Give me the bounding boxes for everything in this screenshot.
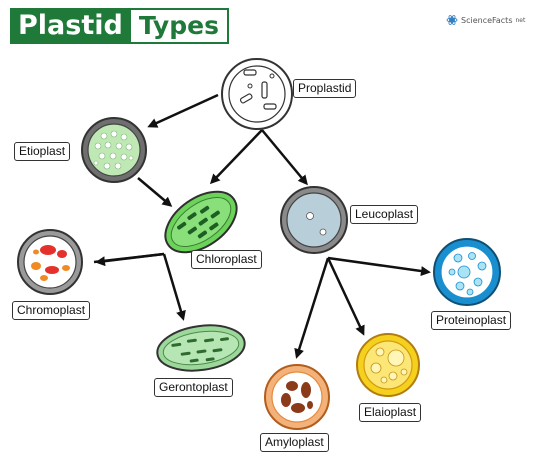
arrow-proplastid-chloroplast bbox=[209, 129, 263, 185]
etioplast-illustration bbox=[81, 117, 147, 183]
label-proteinoplast: Proteinoplast bbox=[431, 311, 512, 330]
arrow-leucoplast-amyloplast bbox=[294, 257, 330, 359]
gerontoplast-illustration bbox=[156, 324, 246, 372]
title-banner: Plastid Types bbox=[10, 8, 229, 44]
amyloplast-illustration bbox=[264, 364, 330, 430]
brand-name: ScienceFacts bbox=[461, 15, 513, 25]
arrow-leucoplast-proteinoplast bbox=[327, 256, 431, 276]
label-elaioplast: Elaioplast bbox=[359, 403, 422, 422]
arrow-proplastid-etioplast bbox=[147, 93, 219, 128]
leucoplast-illustration bbox=[280, 186, 348, 254]
arrows bbox=[93, 93, 431, 359]
label-chloroplast: Chloroplast bbox=[191, 250, 262, 269]
chromoplast-illustration bbox=[17, 229, 83, 295]
label-amyloplast: Amyloplast bbox=[260, 433, 329, 452]
arrow-etioplast-chloroplast bbox=[137, 177, 173, 207]
label-proplastid: Proplastid bbox=[293, 79, 357, 98]
proteinoplast-illustration bbox=[433, 238, 501, 306]
label-gerontoplast: Gerontoplast bbox=[154, 378, 233, 397]
atom-icon bbox=[446, 15, 458, 25]
label-chromoplast: Chromoplast bbox=[12, 301, 91, 320]
title-part-2: Types bbox=[130, 10, 227, 42]
label-leucoplast: Leucoplast bbox=[350, 205, 419, 224]
elaioplast-illustration bbox=[356, 333, 420, 397]
brand-logo: ScienceFacts net bbox=[446, 14, 525, 26]
arrow-leucoplast-elaioplast bbox=[326, 257, 365, 336]
arrow-chloroplast-gerontoplast bbox=[162, 253, 186, 321]
label-etioplast: Etioplast bbox=[14, 142, 71, 161]
arrow-proplastid-leucoplast bbox=[261, 129, 308, 186]
chloroplast-illustration bbox=[164, 190, 238, 254]
proplastid-illustration bbox=[221, 58, 293, 130]
title-part-1: Plastid bbox=[12, 10, 131, 42]
brand-suffix: net bbox=[515, 16, 526, 24]
